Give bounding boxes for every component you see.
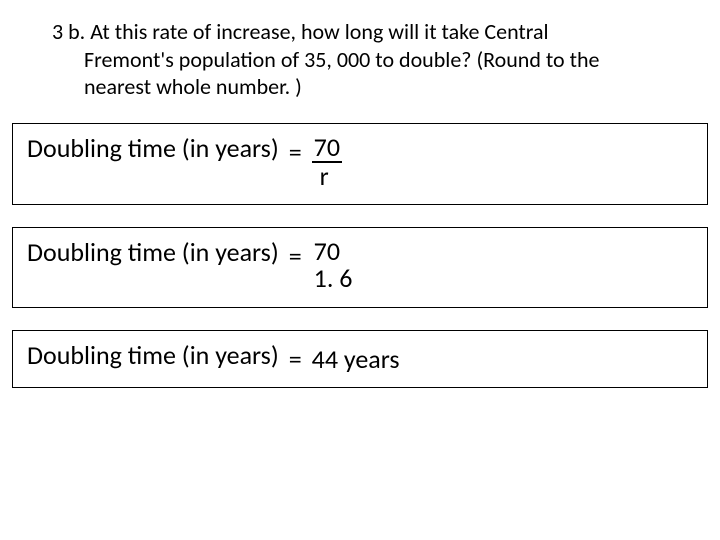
question-block: 3 b. At this rate of increase, how long … — [0, 0, 720, 101]
denominator-1: r — [312, 163, 331, 190]
numerator-1: 70 — [312, 134, 342, 163]
equation-row-1: Doubling time (in years) = 70 r — [27, 134, 693, 191]
question-text-1: At this rate of increase, how long will … — [90, 18, 548, 45]
equals-sign: = — [289, 134, 302, 167]
denominator-2: 1. 6 — [312, 265, 355, 292]
equation-label: Doubling time (in years) — [27, 238, 279, 267]
equals-sign: = — [289, 341, 302, 374]
fraction-2: 70 1. 6 — [312, 238, 355, 293]
equation-label: Doubling time (in years) — [27, 134, 279, 163]
result-value: 44 years — [312, 341, 400, 374]
question-text-3: nearest whole number. ) — [40, 73, 680, 101]
question-number: 3 b. — [52, 18, 85, 45]
question-text-2: Fremont's population of 35, 000 to doubl… — [40, 46, 680, 74]
question-line-1: 3 b. At this rate of increase, how long … — [40, 18, 680, 46]
equals-sign: = — [289, 238, 302, 271]
equation-box-2: Doubling time (in years) = 70 1. 6 — [12, 227, 708, 308]
numerator-2: 70 — [312, 238, 342, 265]
equation-row-3: Doubling time (in years) = 44 years — [27, 341, 693, 374]
fraction-1: 70 r — [312, 134, 342, 191]
equation-row-2: Doubling time (in years) = 70 1. 6 — [27, 238, 693, 293]
equation-box-1: Doubling time (in years) = 70 r — [12, 123, 708, 206]
equation-label: Doubling time (in years) — [27, 341, 279, 370]
equation-box-3: Doubling time (in years) = 44 years — [12, 330, 708, 389]
